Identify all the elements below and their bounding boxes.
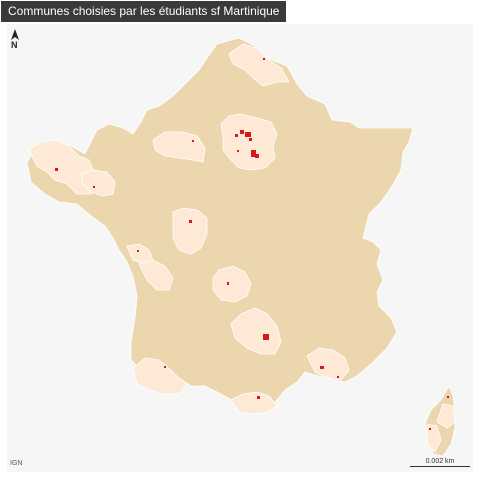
area-centre	[172, 207, 208, 255]
study-areas	[28, 43, 456, 453]
mainland-france	[26, 37, 414, 407]
commune-marker	[189, 220, 192, 223]
north-label: N	[11, 40, 18, 50]
commune-marker	[245, 132, 251, 137]
area-auvergne	[212, 265, 252, 303]
commune-marker	[137, 250, 139, 252]
commune-marker	[164, 366, 166, 368]
scale-bar: 0.002 km	[410, 458, 470, 468]
commune-marker	[337, 376, 339, 378]
selected-communes	[55, 58, 449, 430]
map-title: Communes choisies par les étudiants sf M…	[1, 1, 287, 22]
map-canvas[interactable]	[7, 24, 473, 472]
commune-marker	[429, 428, 431, 430]
area-charente	[138, 259, 174, 291]
commune-marker	[255, 154, 259, 158]
commune-marker	[237, 150, 239, 152]
commune-marker	[93, 186, 95, 188]
area-sud-ouest	[132, 357, 188, 395]
commune-marker	[251, 150, 256, 157]
area-corse-north	[436, 403, 456, 429]
area-paca	[306, 347, 350, 381]
area-rennes	[80, 169, 116, 197]
scale-line	[410, 466, 470, 467]
commune-marker	[227, 282, 229, 285]
commune-marker	[249, 138, 252, 141]
france-map	[26, 37, 456, 457]
source-label: IGN	[10, 460, 23, 467]
commune-marker	[257, 396, 260, 399]
commune-marker	[192, 140, 194, 142]
commune-marker	[240, 130, 244, 134]
area-ile-de-france	[220, 113, 278, 171]
commune-marker	[263, 58, 265, 60]
area-rhone-alpes	[230, 307, 282, 355]
commune-marker	[235, 134, 238, 137]
area-corse-south	[426, 423, 442, 453]
scale-label: 0.002 km	[425, 458, 455, 465]
area-nord	[228, 43, 290, 87]
commune-marker	[447, 396, 449, 398]
area-occitanie	[230, 391, 278, 415]
commune-marker	[263, 334, 269, 340]
commune-marker	[320, 366, 324, 369]
commune-marker	[55, 168, 58, 171]
area-normandie	[152, 131, 206, 163]
north-arrow-icon	[11, 29, 19, 40]
